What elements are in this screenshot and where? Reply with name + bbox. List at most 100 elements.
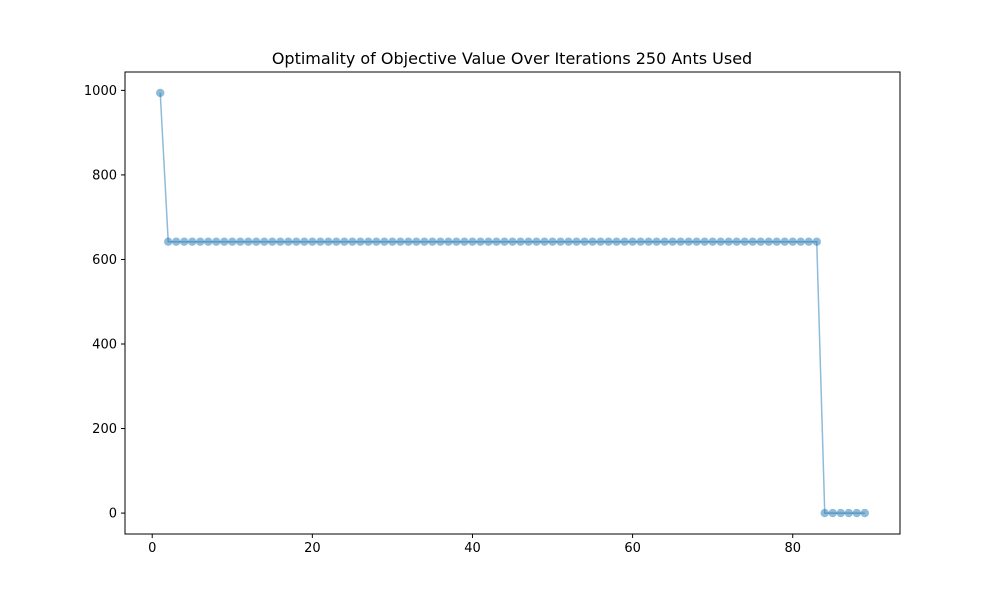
data-point [284, 237, 293, 246]
data-point [268, 237, 277, 246]
data-point [732, 237, 741, 246]
data-point [484, 237, 493, 246]
data-point [636, 237, 645, 246]
data-point [460, 237, 469, 246]
data-point [708, 237, 717, 246]
y-axis: 0 200 400 600 800 1000 [84, 84, 125, 522]
data-point [260, 237, 269, 246]
data-point [676, 237, 685, 246]
data-point [860, 508, 869, 518]
data-point [700, 237, 709, 246]
data-point [620, 237, 629, 246]
data-point [188, 237, 197, 246]
x-tick-label: 80 [784, 541, 801, 556]
data-point [740, 237, 749, 246]
data-point [828, 508, 837, 518]
data-point [340, 237, 349, 246]
plot-area [124, 71, 901, 535]
data-point [172, 237, 181, 246]
x-tick-label: 60 [624, 541, 641, 556]
data-point [572, 237, 581, 246]
x-tick-label: 0 [148, 541, 156, 556]
y-tick-label: 200 [92, 422, 117, 437]
data-point [812, 237, 821, 246]
data-point [804, 237, 813, 246]
x-tick-label: 20 [304, 541, 321, 556]
data-point [396, 237, 405, 246]
data-point [252, 237, 261, 246]
data-point [348, 237, 357, 246]
data-point [324, 237, 333, 246]
data-point [756, 237, 765, 246]
data-point [220, 237, 229, 246]
data-point [724, 237, 733, 246]
data-point [788, 237, 797, 246]
data-point [156, 88, 165, 98]
data-point [180, 237, 189, 246]
data-point [588, 237, 597, 246]
data-point [412, 237, 421, 246]
data-point [548, 237, 557, 246]
data-point [668, 237, 677, 246]
data-point [580, 237, 589, 246]
x-tick-label: 40 [464, 541, 481, 556]
data-point [164, 237, 173, 246]
data-point [228, 237, 237, 246]
data-point [388, 237, 397, 246]
data-point [596, 237, 605, 246]
data-point [332, 237, 341, 246]
data-point [748, 237, 757, 246]
data-point [420, 237, 429, 246]
data-point [492, 237, 501, 246]
data-point [476, 237, 485, 246]
data-point [820, 508, 829, 518]
data-point [612, 237, 621, 246]
data-point [852, 508, 861, 518]
data-point [684, 237, 693, 246]
data-point [556, 237, 565, 246]
data-point [292, 237, 301, 246]
data-point [764, 237, 773, 246]
data-point [716, 237, 725, 246]
data-point [452, 237, 461, 246]
data-point [196, 237, 205, 246]
data-point [524, 237, 533, 246]
data-point [300, 237, 309, 246]
data-point [356, 237, 365, 246]
data-point [844, 508, 853, 518]
data-point [276, 237, 285, 246]
data-point [644, 237, 653, 246]
y-tick-label: 600 [92, 253, 117, 268]
data-point [796, 237, 805, 246]
data-point [236, 237, 245, 246]
data-point [212, 237, 221, 246]
data-point [428, 237, 437, 246]
data-point [628, 237, 637, 246]
chart-title: Optimality of Objective Value Over Itera… [272, 49, 752, 68]
data-point [532, 237, 541, 246]
data-point [652, 237, 661, 246]
x-axis: 0 20 40 60 80 [148, 534, 801, 556]
data-point [836, 508, 845, 518]
y-tick-label: 0 [109, 507, 117, 522]
data-point [692, 237, 701, 246]
data-point [468, 237, 477, 246]
data-point [404, 237, 413, 246]
data-point [604, 237, 613, 246]
data-point [516, 237, 525, 246]
data-point [508, 237, 517, 246]
data-point [316, 237, 325, 246]
data-point [660, 237, 669, 246]
y-tick-label: 1000 [84, 84, 117, 99]
data-point [244, 237, 253, 246]
y-tick-label: 800 [92, 168, 117, 183]
data-point [772, 237, 781, 246]
data-point [372, 237, 381, 246]
data-point [500, 237, 509, 246]
series-layer [156, 88, 869, 518]
data-point [204, 237, 213, 246]
data-point [364, 237, 373, 246]
data-point [540, 237, 549, 246]
data-point [436, 237, 445, 246]
